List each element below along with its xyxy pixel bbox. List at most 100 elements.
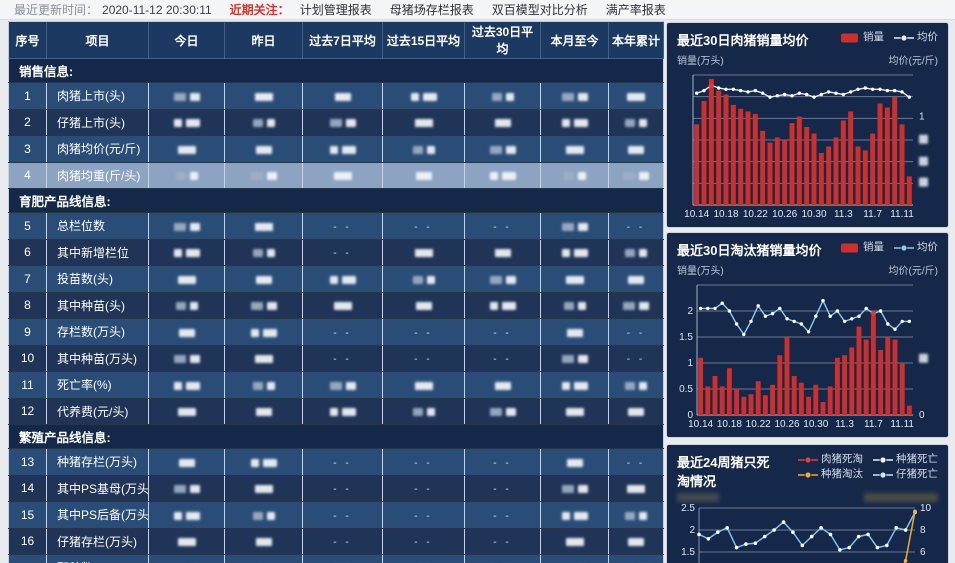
redacted-value [561,355,574,364]
row-number: 15 [8,501,47,529]
table-row[interactable]: 2 仔猪上市(头) [8,108,664,136]
redacted-value [173,381,182,390]
redacted-value [422,92,437,101]
svg-text:0.5: 0.5 [679,384,693,395]
redacted-value [189,92,200,101]
table-row[interactable]: 1 肉猪上市(头) [8,82,664,110]
table-cell [224,344,303,372]
table-cell [540,108,609,136]
svg-text:10.14: 10.14 [684,209,709,220]
table-row[interactable]: 17配种数 [8,554,664,563]
redacted-value [254,222,273,231]
redacted-value [566,458,583,467]
redacted-value [266,302,277,311]
table-row[interactable]: 11 死亡率(%) [8,371,664,399]
table-row[interactable]: 6 其中新增栏位 - - [8,238,664,266]
table-cell [382,108,465,136]
redacted-value [623,172,635,181]
table-row[interactable]: 9 存栏数(万头) - -- -- -- - [8,318,664,346]
svg-text:11.11: 11.11 [890,209,914,220]
table-cell [540,161,609,189]
redacted-value [505,145,516,154]
chart-title: 最近24周猪只死淘情况 [677,455,770,489]
redacted-value [489,145,502,154]
redacted-value [255,538,272,547]
redacted-value [415,302,432,311]
svg-text:2: 2 [689,525,695,536]
table-cell [540,501,609,529]
table-row[interactable]: 7 投苗数(头) [8,265,664,293]
redacted-value [561,511,570,520]
redacted-value [173,92,186,101]
redacted-value [334,92,351,101]
redacted-value [491,92,502,101]
table-cell [224,318,303,346]
redacted-value [412,408,423,417]
update-time-label: 最近更新时间： [14,3,99,17]
table-cell [224,161,303,189]
row-label: 肉猪上市(头) [46,82,149,110]
redacted-value [623,302,635,311]
redacted-value [255,275,272,284]
table-cell [302,108,383,136]
redacted-value [254,355,273,364]
redacted-value [627,485,645,494]
redacted-value [185,249,200,258]
table-cell [464,135,541,163]
table-row[interactable]: 3 肉猪均价(元/斤) [8,135,664,163]
table-row[interactable]: 8 其中种苗(头) [8,291,664,319]
redacted-value [577,302,586,311]
row-label: 其中PS基母(万头) [46,474,149,502]
redacted-value [628,408,644,417]
table-cell: - - [608,448,664,476]
y-left-axis-label: 销量(万头) [677,56,724,67]
svg-text:10.26: 10.26 [774,419,799,430]
focus-link[interactable]: 母猪场存栏报表 [389,3,474,17]
table-cell [148,448,225,476]
redacted-value [625,249,635,258]
table-cell [148,397,225,425]
table-cell: - - [302,318,383,346]
table-row[interactable]: 14 其中PS基母(万头) - -- -- - [8,474,664,502]
table-row[interactable]: 15 其中PS后备(万头) - -- -- - [8,501,664,529]
redacted-value [177,408,196,417]
line-marker-icon [798,456,818,463]
redacted-value [185,381,200,390]
table-row[interactable]: 4 肉猪均重(斤/头) [8,161,664,189]
table-cell [608,238,664,266]
line-marker-icon [798,471,818,478]
redacted-value [563,302,574,311]
table-row[interactable]: 13 种猪存栏(万头) - -- -- -- - [8,448,664,476]
focus-link[interactable]: 计划管理报表 [299,3,372,17]
table-cell [148,474,225,502]
redacted-value [566,328,583,337]
redacted-value [505,275,516,284]
table-cell [382,265,465,293]
redacted-value [577,355,588,364]
weekly-death-cull-chart: 2.5 2 1.5 10 8 6 [681,504,932,563]
redacted-value [177,145,196,154]
redacted-value [426,145,435,154]
table-cell [148,212,225,240]
table-cell: - - [302,527,383,555]
table-row[interactable]: 16 仔猪存栏(万头) - -- -- - [8,527,664,555]
table-cell [224,135,303,163]
section-row: 育肥产品线信息: [8,188,664,213]
redacted-value [489,275,502,284]
redacted-value [345,119,356,128]
redacted-value [250,458,259,467]
table-cell [148,527,225,555]
table-row[interactable]: 10 其中种苗(万头) - -- -- -- - [8,344,664,372]
row-number: 9 [8,318,47,346]
focus-link[interactable]: 双百模型对比分析 [491,3,588,17]
row-label: 其中PS后备(万头) [46,501,149,529]
table-cell: - - [464,474,541,502]
focus-link[interactable]: 满产率报表 [605,3,666,17]
row-number: 17 [8,554,47,563]
table-cell [302,161,383,189]
table-row[interactable]: 12 代养费(元/头) [8,397,664,425]
table-cell [224,501,303,529]
table-row[interactable]: 5 总栏位数 - -- -- -- - [8,212,664,240]
table-cell [608,554,664,563]
redacted-value [266,511,275,520]
